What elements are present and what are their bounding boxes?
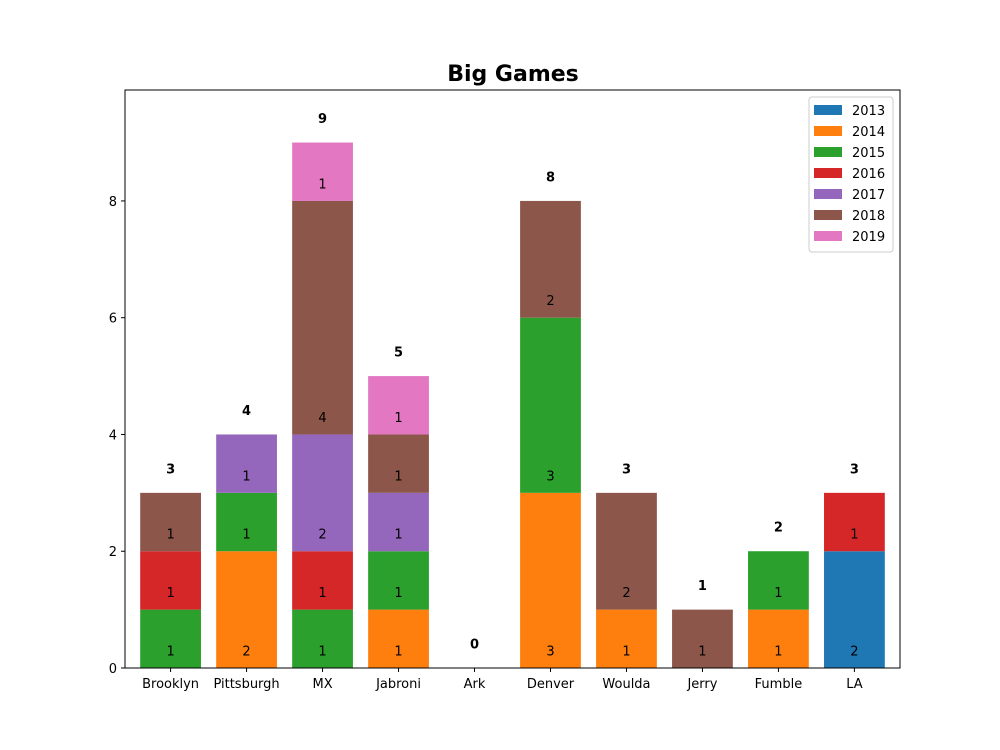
bar-total-label: 8 [546, 170, 555, 185]
bar-segment [140, 492, 201, 552]
segment-value-label: 2 [850, 644, 858, 659]
bar-segment [672, 609, 733, 668]
x-tick-label: Pittsburgh [213, 677, 279, 692]
bar-segment [292, 200, 353, 435]
segment-value-label: 4 [318, 411, 326, 426]
x-tick-label: Jerry [686, 677, 717, 692]
segment-value-label: 1 [850, 528, 858, 543]
segment-value-label: 2 [318, 528, 326, 543]
bar-segment [368, 609, 429, 668]
segment-value-label: 1 [166, 528, 174, 543]
bar-segment [368, 551, 429, 610]
legend-swatch [814, 189, 842, 199]
bar-segment [292, 609, 353, 668]
bar-segment [520, 492, 581, 668]
segment-value-label: 1 [394, 644, 402, 659]
segment-value-label: 2 [622, 586, 630, 601]
bars-layer: 1 1 1 3 2 1 1 4 1 1 2 4 1 9 1 1 1 1 1 5 0 3 3 2 8 1 2 3 1 1 1 1 2 2 1 3 [140, 112, 885, 668]
bar-segment [216, 551, 277, 668]
legend-swatch [814, 105, 842, 115]
segment-value-label: 1 [622, 644, 630, 659]
legend: 2013 2014 2015 2016 2017 2018 2019 [808, 96, 894, 253]
legend-label: 2014 [852, 125, 885, 140]
bar-segment [520, 317, 581, 493]
x-tick-label: LA [846, 677, 863, 692]
legend-label: 2019 [852, 230, 885, 245]
legend-swatch [814, 168, 842, 178]
legend-label: 2018 [852, 209, 885, 224]
bar-segment [748, 609, 809, 668]
segment-value-label: 1 [394, 528, 402, 543]
segment-value-label: 1 [394, 586, 402, 601]
x-tick-label: Brooklyn [142, 677, 199, 692]
bar-total-label: 3 [622, 462, 631, 477]
segment-value-label: 1 [698, 644, 706, 659]
segment-value-label: 2 [242, 644, 250, 659]
bar-segment [292, 551, 353, 610]
segment-value-label: 1 [242, 528, 250, 543]
x-tick-label: Woulda [602, 677, 650, 692]
bar-total-label: 3 [166, 462, 175, 477]
legend-label: 2017 [852, 188, 885, 203]
x-tick-label: Fumble [755, 677, 803, 692]
legend-label: 2013 [852, 104, 885, 119]
chart-title: Big Games [447, 62, 579, 87]
bar-segment [140, 609, 201, 668]
bar-segment [368, 492, 429, 552]
axis-ticks-layer: Brooklyn Pittsburgh MX Jabroni Ark Denver Woul… [109, 195, 863, 692]
legend-label: 2016 [852, 167, 885, 182]
bar-total-label: 4 [242, 404, 251, 419]
y-tick-label: 0 [109, 662, 117, 677]
bar-total-label: 1 [698, 579, 707, 594]
legend-swatch [814, 147, 842, 157]
bar-segment [368, 434, 429, 493]
legend-swatch [814, 210, 842, 220]
bar-segment [824, 551, 885, 668]
segment-value-label: 1 [774, 644, 782, 659]
x-tick-label: Jabroni [375, 677, 421, 692]
bar-segment [292, 434, 353, 552]
bar-segment [368, 376, 429, 435]
plot-frame [124, 89, 901, 669]
segment-value-label: 1 [318, 644, 326, 659]
segment-value-label: 1 [318, 586, 326, 601]
y-tick-label: 6 [109, 312, 117, 327]
segment-value-label: 1 [166, 644, 174, 659]
segment-value-label: 2 [546, 294, 554, 309]
bar-segment [292, 142, 353, 201]
bar-total-label: 0 [470, 637, 479, 652]
bar-segment [216, 434, 277, 493]
segment-value-label: 1 [318, 177, 326, 192]
legend-swatch [814, 126, 842, 136]
segment-value-label: 3 [546, 644, 554, 659]
bar-segment [748, 551, 809, 610]
bar-total-label: 5 [394, 346, 403, 361]
legend-label: 2015 [852, 146, 885, 161]
y-tick-label: 2 [109, 545, 117, 560]
bar-segment [216, 492, 277, 552]
bar-segment [824, 492, 885, 552]
x-tick-label: Denver [527, 677, 575, 692]
x-tick-label: Ark [464, 677, 486, 692]
x-tick-label: MX [312, 677, 332, 692]
segment-value-label: 3 [546, 469, 554, 484]
bar-total-label: 2 [774, 521, 783, 536]
bar-total-label: 9 [318, 112, 327, 127]
bar-segment [520, 200, 581, 318]
bar-total-label: 3 [850, 462, 859, 477]
segment-value-label: 1 [394, 411, 402, 426]
segment-value-label: 1 [774, 586, 782, 601]
legend-swatch [814, 231, 842, 241]
y-tick-label: 4 [109, 428, 117, 443]
segment-value-label: 1 [242, 469, 250, 484]
bar-segment [140, 551, 201, 610]
bar-segment [596, 492, 657, 610]
segment-value-label: 1 [166, 586, 174, 601]
bar-segment [596, 609, 657, 668]
segment-value-label: 1 [394, 469, 402, 484]
y-tick-label: 8 [109, 195, 117, 210]
